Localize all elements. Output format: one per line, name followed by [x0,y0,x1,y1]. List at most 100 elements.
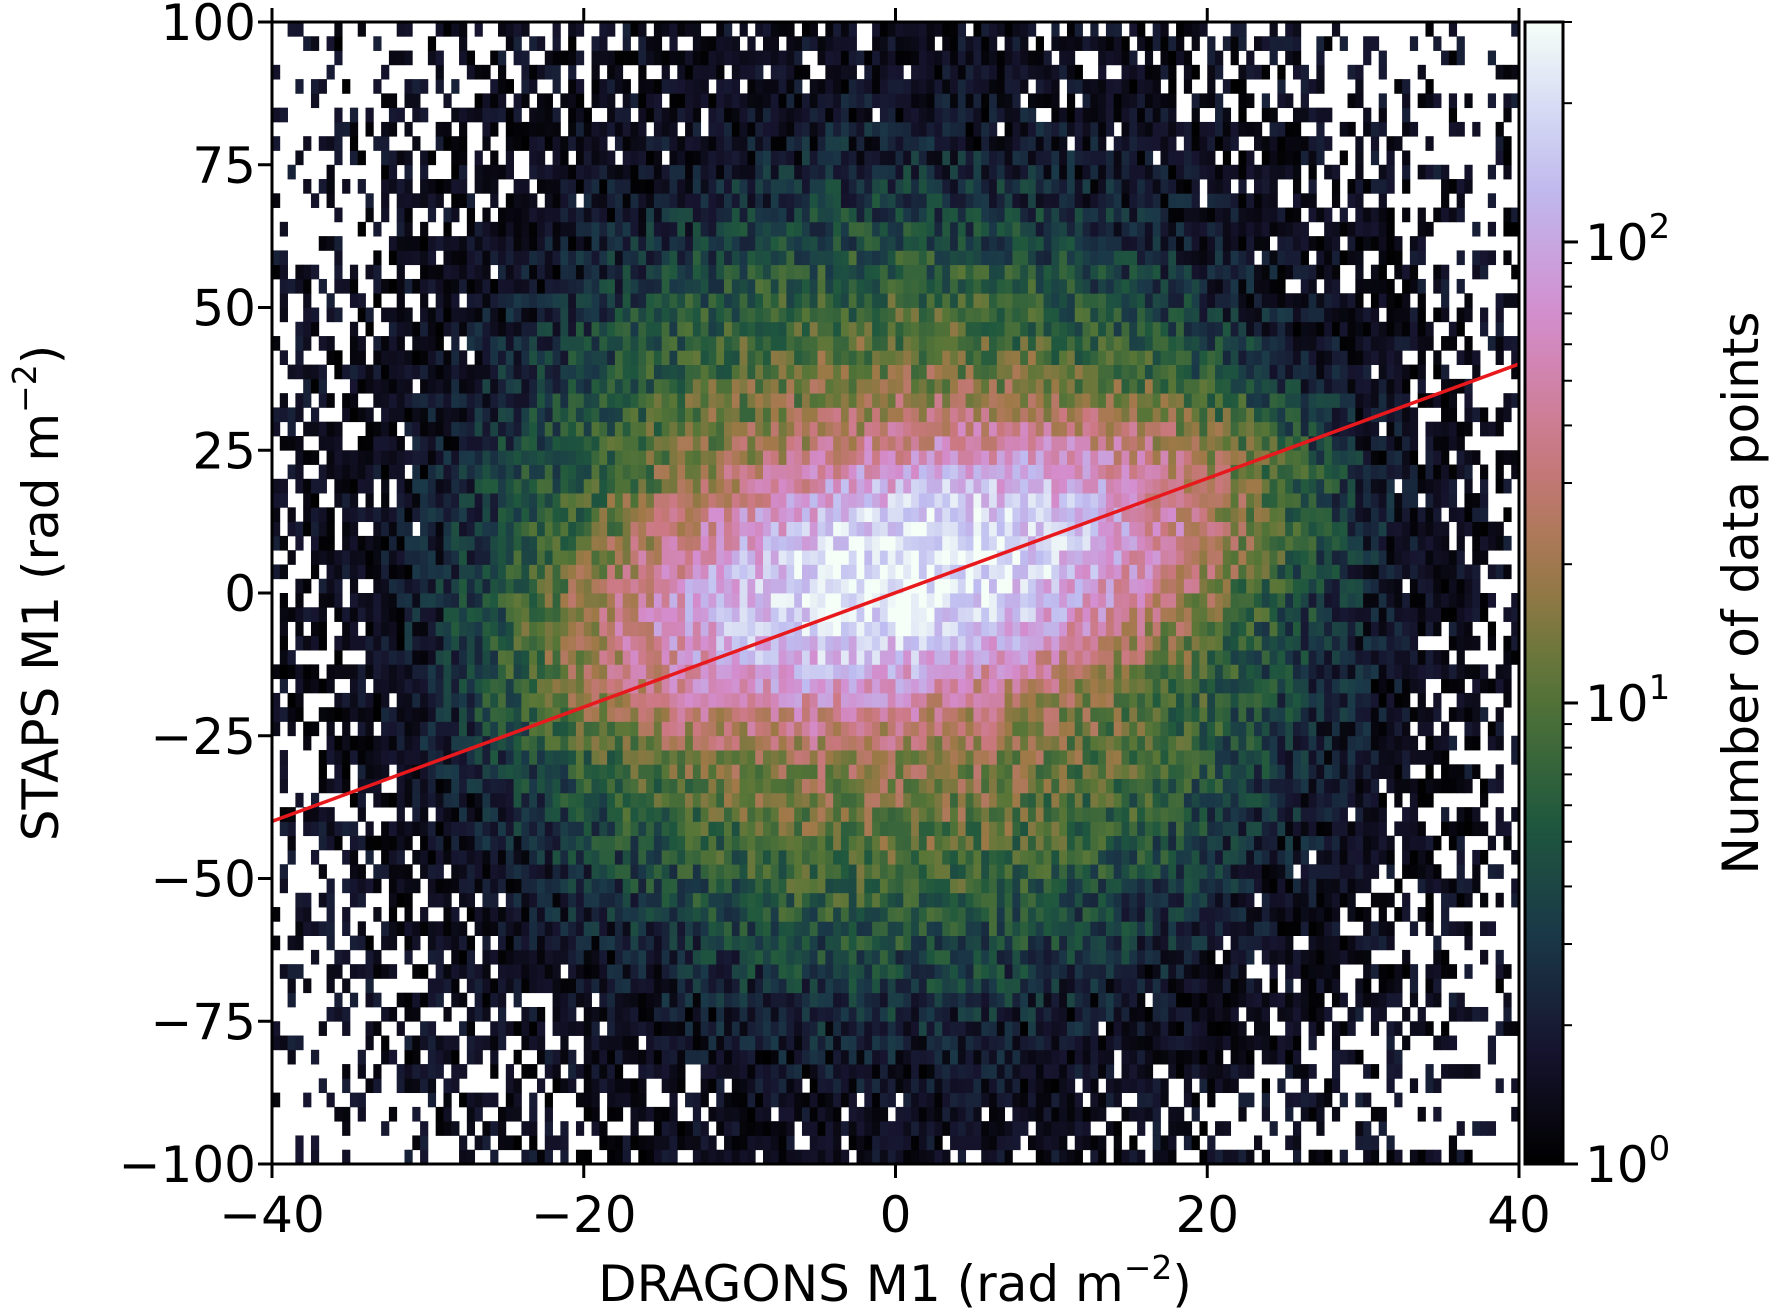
heatmap-cell [786,164,795,180]
heatmap-cell [724,164,733,180]
heatmap-cell [840,978,850,994]
heatmap-cell [716,778,725,794]
heatmap-cell [575,664,585,680]
heatmap-cell [498,350,507,365]
heatmap-cell [404,564,413,580]
heatmap-cell [700,907,709,922]
heatmap-cell [513,878,522,894]
heatmap-cell [560,792,569,808]
heatmap-cell [685,835,694,851]
heatmap-cell [817,921,826,936]
heatmap-cell [568,1021,577,1036]
heatmap-cell [731,150,741,166]
heatmap-cell [412,336,421,351]
heatmap-cell [794,707,803,722]
heatmap-cell [794,79,803,94]
heatmap-cell [630,792,639,808]
heatmap-cell [646,378,655,394]
heatmap-cell [801,136,811,151]
heatmap-cell [840,664,850,680]
heatmap-cell [809,521,818,537]
heatmap-cell [373,578,382,594]
heatmap-cell [840,1006,850,1022]
heatmap-cell [505,435,514,451]
heatmap-cell [443,236,452,251]
heatmap-cell [840,221,850,237]
heatmap-cell [630,1121,639,1136]
heatmap-cell [638,621,647,637]
heatmap-cell [544,664,553,680]
heatmap-cell [700,493,709,508]
heatmap-cell [778,992,787,1008]
heatmap-cell [412,1035,421,1051]
heatmap-cell [801,835,811,851]
heatmap-cell [552,179,561,194]
heatmap-cell [653,849,663,865]
heatmap-cell [412,607,421,622]
heatmap-cell [801,535,811,551]
heatmap-cell [786,721,795,737]
heatmap-cell [833,1049,842,1065]
heatmap-cell [591,435,600,451]
heatmap-cell [685,107,694,123]
heatmap-cell [817,1021,826,1036]
heatmap-cell [677,721,686,737]
heatmap-cell [396,821,405,837]
heatmap-cell [708,621,717,637]
heatmap-cell [700,179,709,194]
heatmap-cell [529,864,538,879]
heatmap-cell [685,507,694,523]
heatmap-cell [685,664,694,680]
heatmap-cell [716,1049,725,1065]
heatmap-cell [310,1049,320,1065]
heatmap-cell [809,278,818,294]
heatmap-cell [560,778,569,794]
heatmap-cell [778,1006,787,1022]
heatmap-cell [427,849,437,865]
heatmap-cell [731,835,741,851]
heatmap-cell [747,207,756,223]
heatmap-cell [825,992,834,1008]
heatmap-cell [552,935,561,951]
heatmap-cell [786,578,795,594]
heatmap-cell [568,750,577,765]
heatmap-cell [700,221,709,237]
heatmap-cell [770,678,779,694]
heatmap-cell [396,378,405,394]
heatmap-cell [840,1121,850,1136]
heatmap-cell [466,450,476,465]
heatmap-cell [708,550,717,565]
heatmap-cell [474,621,483,637]
heatmap-cell [505,935,514,951]
heatmap-cell [279,664,288,680]
heatmap-cell [747,721,756,737]
heatmap-cell [451,949,460,965]
heatmap-cell [739,578,748,594]
heatmap-cell [536,450,546,465]
heatmap-cell [630,278,639,294]
heatmap-cell [786,121,795,137]
heatmap-cell [653,764,663,779]
heatmap-cell [498,107,507,123]
heatmap-cell [653,921,663,936]
heatmap-cell [381,550,390,565]
heatmap-cell [763,1021,772,1036]
heatmap-cell [435,421,444,437]
heatmap-cell [840,964,850,979]
heatmap-cell [505,336,514,351]
heatmap-cell [349,964,359,979]
heatmap-cell [731,807,741,822]
heatmap-cell [716,535,725,551]
heatmap-cell [747,907,756,922]
heatmap-cell [459,778,468,794]
heatmap-cell [474,221,483,237]
heatmap-cell [755,64,764,80]
heatmap-cell [505,293,514,308]
heatmap-cell [825,807,834,822]
heatmap-cell [747,1121,756,1136]
heatmap-cell [459,750,468,765]
heatmap-cell [326,550,335,565]
heatmap-cell [669,778,678,794]
heatmap-cell [833,1121,842,1136]
heatmap-cell [334,735,343,751]
